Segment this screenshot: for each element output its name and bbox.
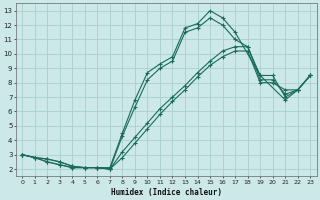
X-axis label: Humidex (Indice chaleur): Humidex (Indice chaleur) [111,188,222,197]
